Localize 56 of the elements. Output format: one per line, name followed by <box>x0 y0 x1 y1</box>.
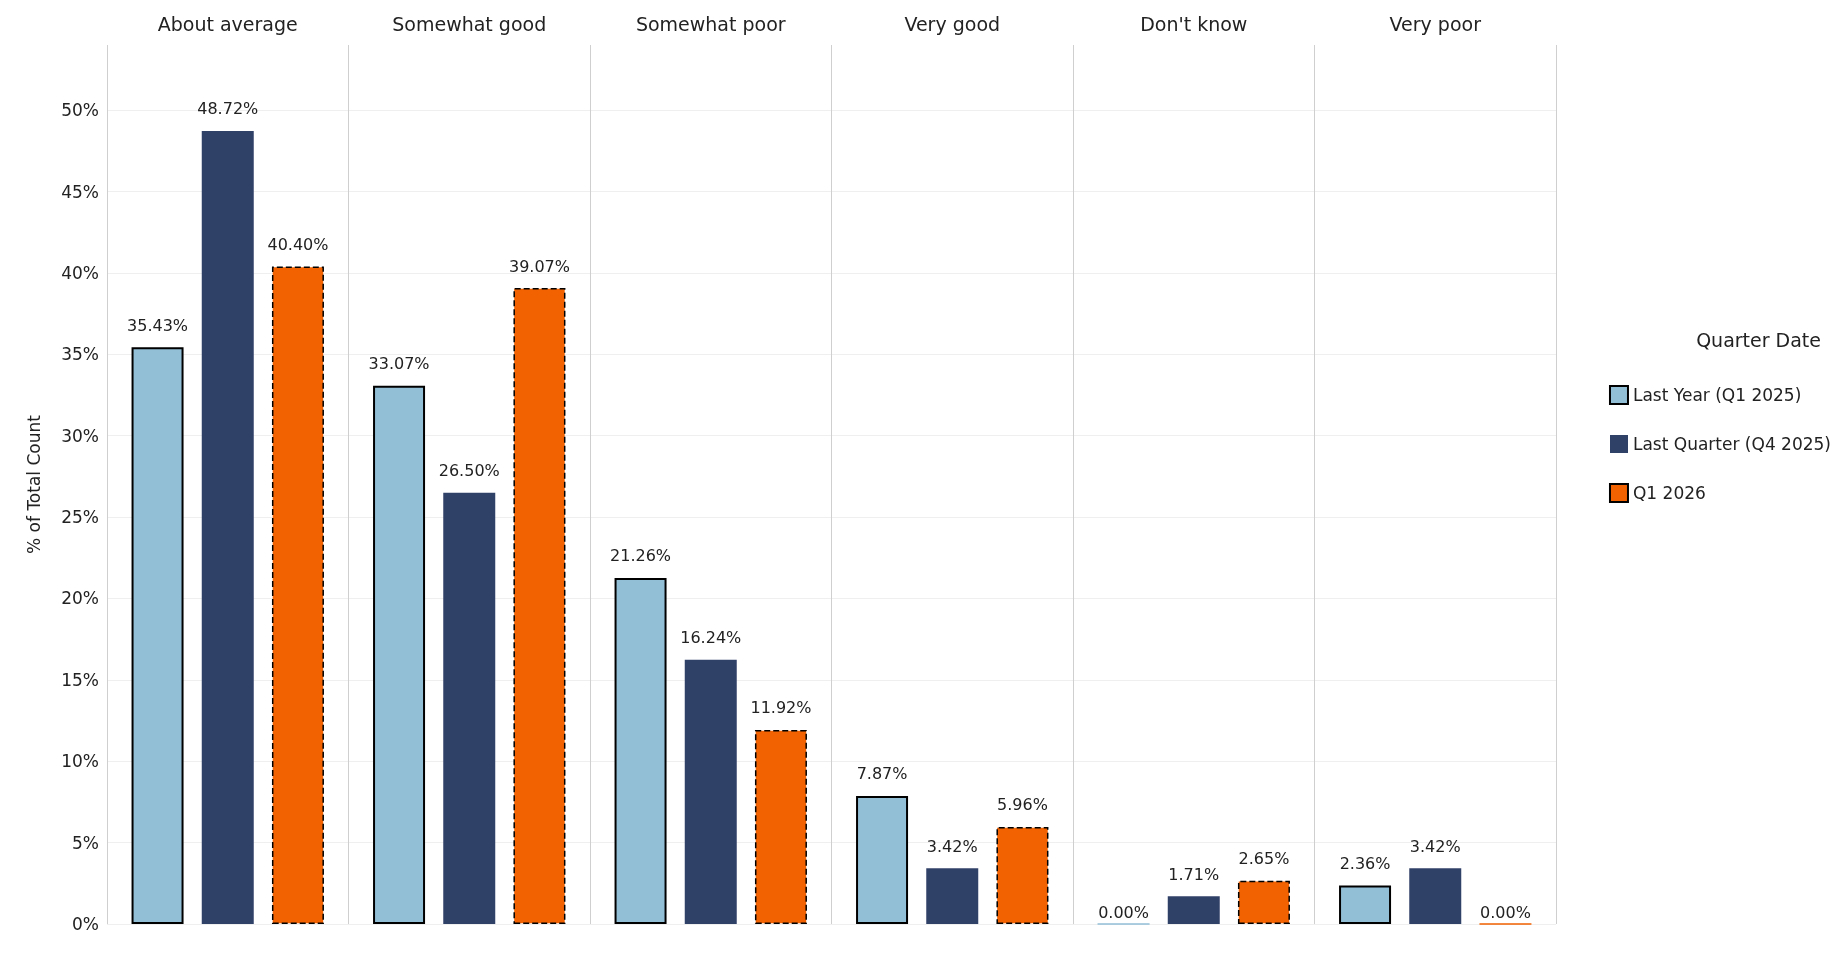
x-tick-label: Somewhat good <box>392 12 547 35</box>
bar <box>856 795 909 924</box>
data-label: 21.26% <box>610 546 672 566</box>
data-label: 39.07% <box>508 256 570 276</box>
y-tick-label: 5% <box>72 832 99 853</box>
legend-label: Q1 2026 <box>1632 483 1706 503</box>
y-tick-label: 40% <box>61 262 99 283</box>
y-tick-label: 50% <box>61 100 99 121</box>
bar <box>1409 868 1462 924</box>
y-tick-label: 30% <box>61 425 99 446</box>
y-tick-label: 15% <box>61 669 99 690</box>
x-tick-label: Don't know <box>1140 12 1248 35</box>
y-tick-label: 0% <box>72 914 99 934</box>
bar <box>373 385 426 924</box>
y-tick-label: 45% <box>61 181 99 202</box>
x-tick-label: Somewhat poor <box>635 12 786 35</box>
bar <box>443 492 496 924</box>
y-axis-title: % of Total Count <box>23 414 44 554</box>
bar <box>996 826 1049 924</box>
x-tick-label: Very good <box>904 12 1001 35</box>
legend-title: Quarter Date <box>1696 328 1821 351</box>
data-label: 0.00% <box>1098 902 1149 922</box>
legend-label: Last Quarter (Q4 2025) <box>1632 434 1832 454</box>
legend-label: Last Year (Q1 2025) <box>1632 385 1802 405</box>
data-label: 11.92% <box>750 698 812 718</box>
data-label: 35.43% <box>127 315 189 335</box>
bar <box>271 266 324 924</box>
data-label: 2.65% <box>1238 849 1290 869</box>
data-label: 26.50% <box>438 461 500 481</box>
bar <box>1237 880 1290 924</box>
bar <box>1339 885 1392 924</box>
data-label: 40.40% <box>267 234 329 254</box>
y-tick-label: 10% <box>61 751 99 772</box>
y-tick-label: 20% <box>61 588 99 609</box>
y-tick-label: 25% <box>61 507 99 528</box>
data-label: 16.24% <box>680 628 742 648</box>
bar <box>1167 896 1220 924</box>
data-label: 5.96% <box>997 795 1048 815</box>
bar <box>926 868 979 924</box>
bar <box>754 729 807 924</box>
data-label: 3.42% <box>1409 836 1461 856</box>
bar <box>513 288 566 924</box>
data-label: 1.71% <box>1168 864 1220 884</box>
data-label: 48.72% <box>197 99 259 119</box>
data-label: 7.87% <box>856 764 908 784</box>
bar <box>684 659 737 924</box>
bar <box>131 347 184 924</box>
data-label: 0.00% <box>1480 902 1531 922</box>
x-tick-label: About average <box>157 12 298 35</box>
bar <box>201 130 254 924</box>
data-label: 33.07% <box>368 354 430 374</box>
bar <box>614 577 667 924</box>
data-label: 2.36% <box>1339 854 1391 874</box>
data-label: 3.42% <box>926 836 978 856</box>
y-tick-label: 35% <box>61 344 99 365</box>
x-tick-label: Very poor <box>1389 12 1482 35</box>
